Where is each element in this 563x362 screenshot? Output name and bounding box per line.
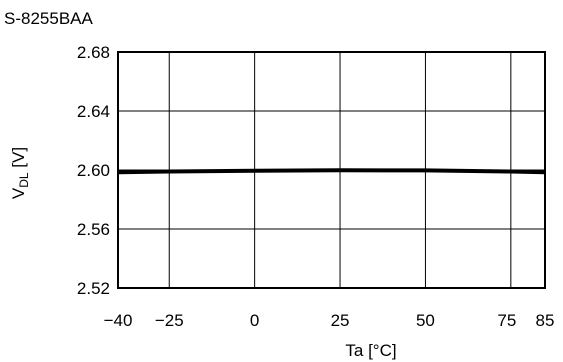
x-tick-label: −40	[104, 311, 133, 330]
x-tick-label: 50	[416, 311, 435, 330]
x-tick-labels: −40 −25 0 25 50 75 85	[104, 311, 555, 330]
y-axis-label-sub: DL	[17, 172, 31, 188]
y-axis-label: VDL [V]	[9, 147, 31, 199]
x-tick-label: −25	[155, 311, 184, 330]
y-tick-labels: 2.52 2.56 2.60 2.64 2.68	[77, 43, 110, 298]
y-tick-label: 2.68	[77, 43, 110, 62]
y-tick-label: 2.56	[77, 220, 110, 239]
series-line	[117, 168, 546, 175]
x-tick-label: 25	[331, 311, 350, 330]
x-tick-label: 85	[536, 311, 555, 330]
x-axis-label: Ta [°C]	[345, 341, 396, 360]
y-axis-label-unit: [V]	[9, 147, 28, 173]
x-tick-label: 0	[250, 311, 259, 330]
y-tick-label: 2.64	[77, 102, 110, 121]
y-axis-label-main: V	[9, 187, 28, 199]
y-tick-label: 2.52	[77, 279, 110, 298]
x-tick-label: 75	[497, 311, 516, 330]
plot-frame	[117, 51, 546, 289]
chart-title: S-8255BAA	[4, 9, 93, 28]
y-tick-label: 2.60	[77, 161, 110, 180]
